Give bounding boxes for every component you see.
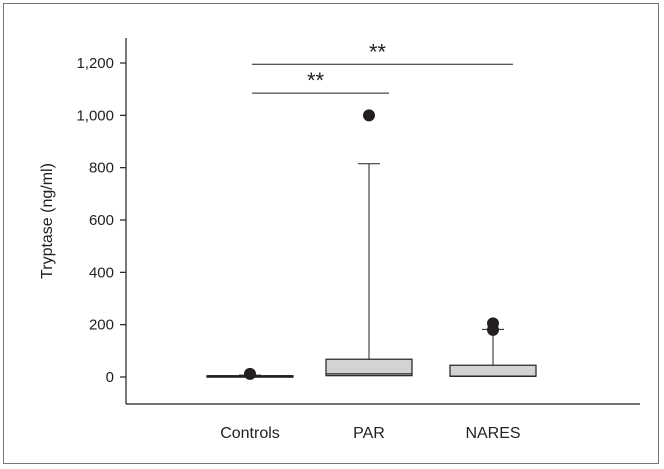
significance-annotations: ** ** xyxy=(252,39,513,94)
y-tick-label: 400 xyxy=(89,264,114,281)
axes: 0 200 400 600 800 1,000 1,200 Controls PAR NARES xyxy=(76,38,640,442)
figure-frame xyxy=(3,3,659,464)
y-tick-label: 600 xyxy=(89,212,114,229)
y-tick-label: 1,000 xyxy=(76,107,114,124)
box-group-nares xyxy=(449,317,537,377)
x-tick-label: Controls xyxy=(220,425,280,442)
x-tick-label: NARES xyxy=(465,425,520,442)
outlier-point xyxy=(487,317,499,330)
box xyxy=(449,364,537,377)
outlier-point xyxy=(244,367,256,380)
x-tick-label: PAR xyxy=(353,425,385,442)
significance-label: ** xyxy=(369,39,387,64)
y-tick-label: 1,200 xyxy=(76,55,114,72)
y-tick-label: 200 xyxy=(89,317,114,334)
y-axis-label: Tryptase (ng/ml) xyxy=(39,163,56,279)
y-tick-label: 800 xyxy=(89,160,114,177)
outlier-point xyxy=(363,109,375,122)
box-marks xyxy=(206,109,537,380)
y-tick-label: 0 xyxy=(106,369,114,386)
box xyxy=(325,358,413,377)
box-group-par xyxy=(325,109,413,377)
box-group-controls xyxy=(206,367,294,380)
significance-label: ** xyxy=(307,68,325,93)
